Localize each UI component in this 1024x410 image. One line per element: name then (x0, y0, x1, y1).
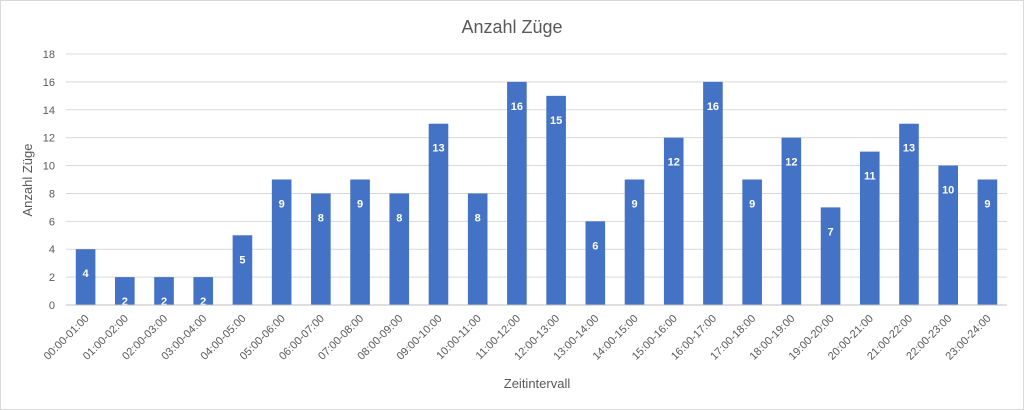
x-axis-title: Zeitintervall (504, 376, 571, 391)
data-label: 2 (161, 296, 167, 308)
data-label: 9 (749, 199, 755, 211)
data-label: 8 (318, 212, 324, 224)
data-label: 9 (279, 199, 285, 211)
data-label: 9 (631, 199, 637, 211)
data-label: 13 (432, 143, 444, 155)
bar (938, 165, 958, 305)
y-tick-label: 2 (49, 272, 55, 284)
data-label: 10 (942, 185, 954, 197)
data-label: 6 (592, 240, 598, 252)
bar (820, 207, 841, 305)
data-label: 11 (864, 171, 876, 183)
bar (467, 193, 488, 305)
bar (742, 179, 762, 305)
bar (75, 249, 96, 305)
bar (546, 95, 566, 305)
y-axis-ticks: 0 2 4 6 8 10 12 14 16 18 (43, 49, 55, 312)
bar (859, 151, 880, 305)
y-tick-label: 0 (49, 300, 55, 312)
y-tick-label: 12 (43, 133, 55, 145)
y-tick-label: 4 (49, 244, 55, 256)
bar (507, 81, 527, 305)
y-tick-label: 14 (43, 105, 55, 117)
data-label: 7 (828, 226, 834, 238)
data-label: 16 (707, 101, 719, 113)
bar (350, 179, 370, 305)
data-label: 16 (511, 101, 523, 113)
bar (428, 123, 449, 305)
y-tick-label: 8 (49, 188, 55, 200)
y-axis-title: Anzahl Züge (20, 144, 35, 217)
bar (311, 193, 331, 305)
bar (232, 235, 253, 305)
data-label: 12 (668, 157, 680, 169)
bar (977, 179, 998, 305)
data-label: 2 (200, 296, 206, 308)
data-label: 15 (550, 115, 562, 127)
bar (193, 277, 214, 305)
data-labels: 4 2 2 2 5 9 8 9 8 13 8 16 15 6 9 12 16 9 12 7 11 13 10 9 (83, 101, 991, 308)
bar (271, 179, 292, 305)
bar (781, 137, 802, 305)
data-label: 8 (475, 212, 481, 224)
y-tick-label: 18 (43, 49, 55, 61)
x-axis-ticks: 00:00-01:0001:00-02:0002:00-03:0003:00-0… (42, 313, 994, 363)
data-label: 12 (785, 157, 797, 169)
bar (585, 221, 606, 305)
bar (154, 277, 174, 305)
data-label: 2 (122, 296, 128, 308)
bar (703, 81, 723, 305)
y-tick-label: 10 (43, 161, 55, 173)
chart-title: Anzahl Züge (461, 17, 562, 37)
bar (389, 193, 410, 305)
bar (899, 123, 919, 305)
bar (115, 277, 135, 305)
bars (75, 81, 998, 305)
data-label: 9 (984, 199, 990, 211)
y-tick-label: 6 (49, 216, 55, 228)
bar (624, 179, 645, 305)
data-label: 13 (903, 143, 915, 155)
data-label: 4 (83, 268, 90, 280)
data-label: 8 (396, 212, 402, 224)
data-label: 5 (239, 254, 245, 266)
bar (663, 137, 684, 305)
y-tick-label: 16 (43, 77, 55, 89)
gridlines (66, 53, 1007, 278)
data-label: 9 (357, 199, 363, 211)
